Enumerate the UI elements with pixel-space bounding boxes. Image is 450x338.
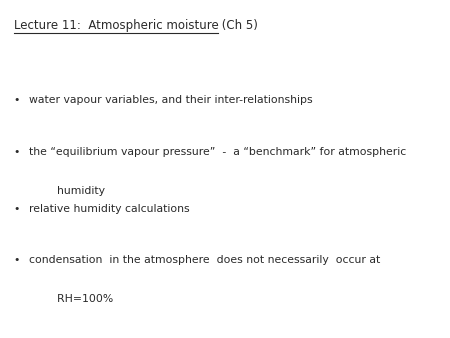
Text: relative humidity calculations: relative humidity calculations: [29, 204, 190, 215]
Text: humidity: humidity: [29, 186, 105, 196]
Text: the “equilibrium vapour pressure”  -  a “benchmark” for atmospheric: the “equilibrium vapour pressure” - a “b…: [29, 147, 406, 157]
Text: condensation  in the atmosphere  does not necessarily  occur at: condensation in the atmosphere does not …: [29, 255, 381, 265]
Text: •: •: [14, 204, 20, 215]
Text: Lecture 11:  Atmospheric moisture: Lecture 11: Atmospheric moisture: [14, 19, 218, 31]
Text: RH=100%: RH=100%: [29, 294, 113, 304]
Text: •: •: [14, 147, 20, 157]
Text: (Ch 5): (Ch 5): [218, 19, 258, 31]
Text: •: •: [14, 95, 20, 105]
Text: water vapour variables, and their inter-relationships: water vapour variables, and their inter-…: [29, 95, 313, 105]
Text: •: •: [14, 255, 20, 265]
